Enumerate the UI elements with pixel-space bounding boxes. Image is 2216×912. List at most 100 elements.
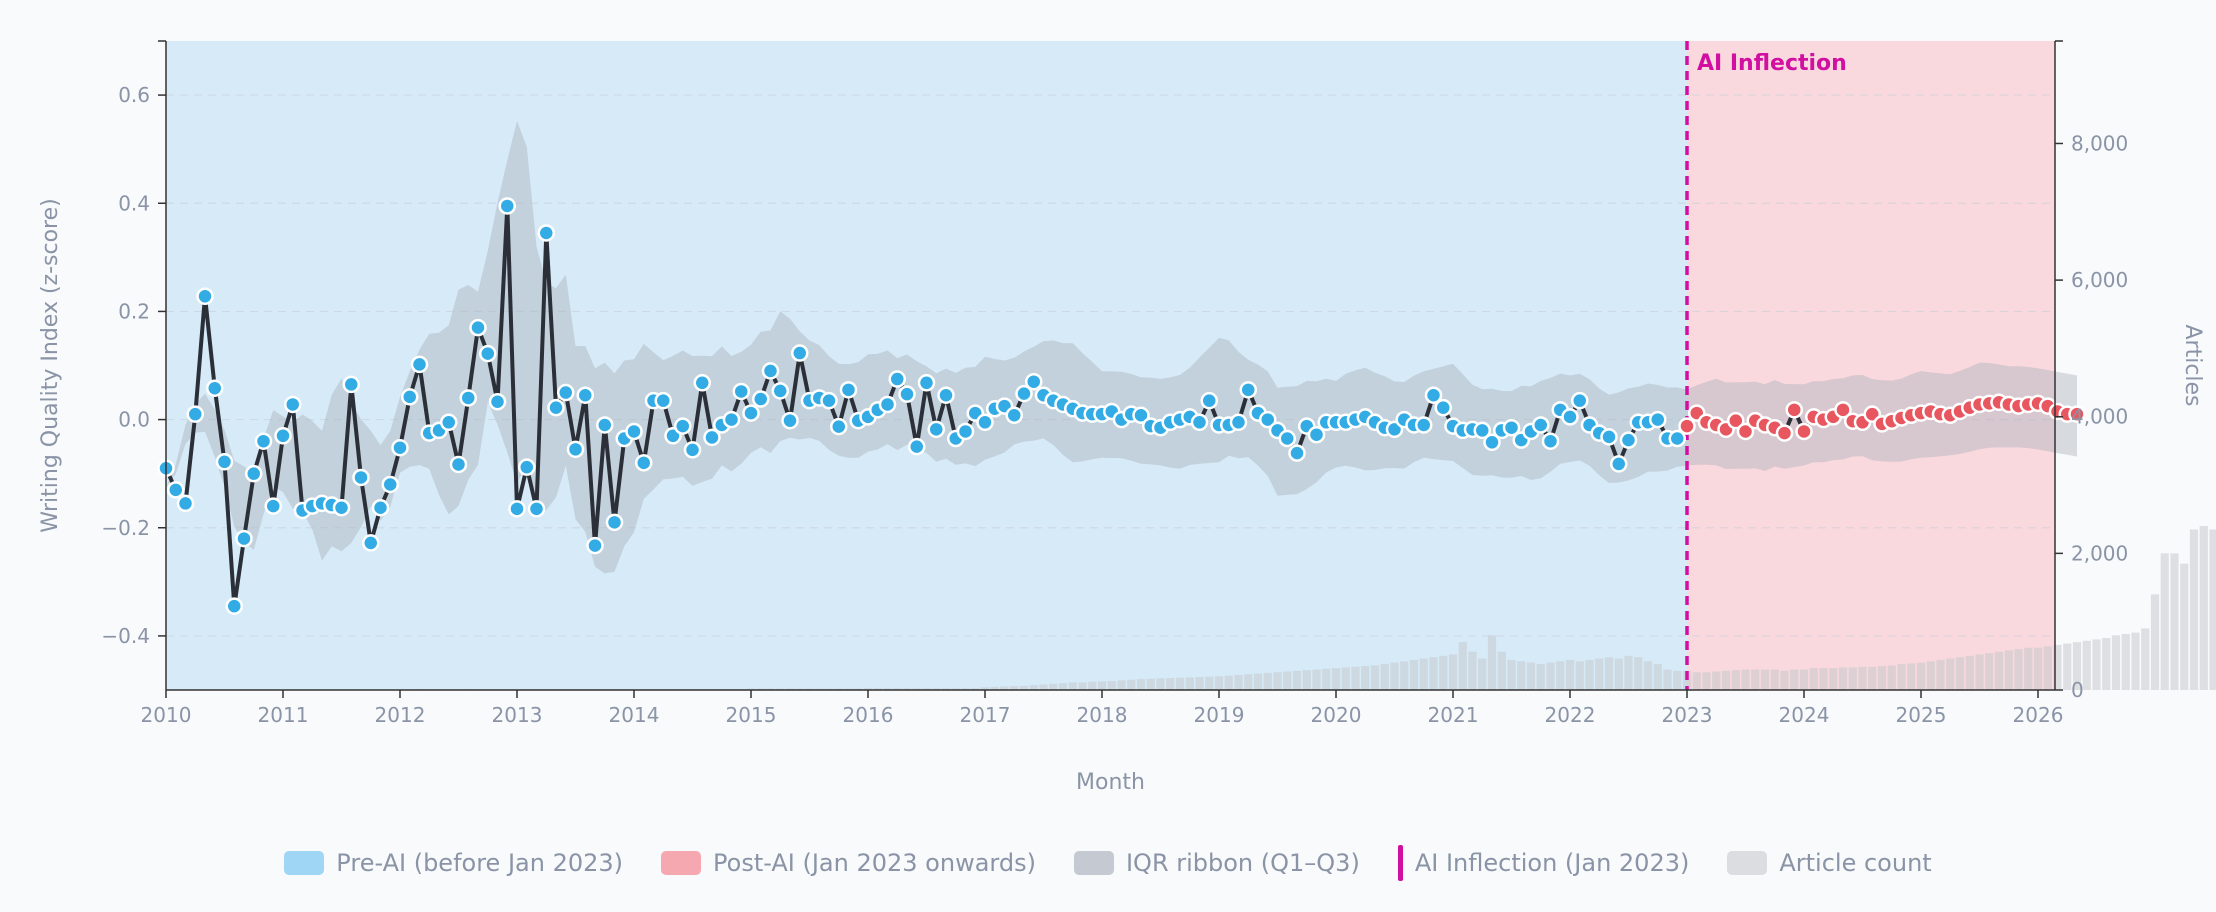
article-count-bar	[2092, 639, 2101, 690]
legend-item[interactable]: AI Inflection (Jan 2023)	[1397, 845, 1689, 881]
pre-ai-point	[566, 440, 585, 459]
article-count-bar	[1790, 669, 1799, 690]
pre-ai-point	[1571, 391, 1589, 410]
article-count-bar	[1322, 668, 1331, 690]
legend-label: Article count	[1779, 849, 1932, 877]
pre-ai-point	[391, 438, 409, 457]
legend-label: Post-AI (Jan 2023 onwards)	[713, 849, 1036, 877]
pre-ai-point	[176, 494, 195, 513]
pre-ai-point	[693, 374, 711, 392]
pre-ai-point	[352, 468, 370, 487]
legend-swatch	[1727, 851, 1768, 875]
pre-ai-point	[976, 413, 994, 432]
x-tick-label: 2021	[1428, 703, 1479, 727]
x-tick-label: 2016	[843, 703, 894, 727]
post-ai-point	[1775, 424, 1794, 442]
pre-ai-point	[449, 455, 468, 474]
article-count-bar	[863, 688, 873, 690]
post-ai-point	[2068, 405, 2086, 423]
article-count-bar	[1838, 667, 1848, 690]
article-count-bar	[971, 688, 980, 690]
x-tick-label: 2011	[258, 703, 309, 727]
pre-ai-point	[264, 497, 282, 515]
pre-ai-point	[225, 597, 243, 615]
article-count-bar	[1673, 670, 1682, 690]
x-tick-label: 2010	[141, 703, 192, 727]
article-count-bar	[873, 688, 882, 690]
article-count-bar	[1770, 669, 1779, 690]
y-tick-label: 0.4	[118, 191, 150, 215]
article-count-bar	[2063, 643, 2072, 690]
pre-ai-point	[401, 388, 419, 406]
pre-ai-point	[703, 428, 721, 447]
pre-ai-point	[479, 344, 497, 363]
article-count-bar	[1448, 654, 1458, 690]
article-count-bar	[1409, 659, 1419, 690]
y-tick-label: 0.6	[118, 83, 150, 107]
article-count-bar	[2053, 644, 2062, 690]
article-count-bar	[1780, 670, 1789, 690]
legend-item[interactable]: IQR ribbon (Q1–Q3)	[1073, 845, 1360, 881]
pre-ai-point	[830, 417, 848, 436]
article-count-bar	[1653, 664, 1662, 690]
article-count-bar	[2043, 646, 2052, 690]
article-count-bar	[2150, 594, 2160, 690]
article-count-bar	[1058, 683, 1068, 690]
legend-item[interactable]: Pre-AI (before Jan 2023)	[284, 845, 623, 881]
x-tick-label: 2015	[726, 703, 777, 727]
pre-ai-point	[752, 390, 770, 408]
x-tick-label: 2022	[1545, 703, 1596, 727]
pre-ai-point	[878, 395, 897, 414]
pre-ai-point	[1668, 429, 1686, 448]
article-count-bar	[883, 688, 892, 690]
article-count-bar	[1068, 682, 1077, 690]
pre-ai-point	[1288, 444, 1306, 462]
article-count-bar	[1868, 666, 1877, 690]
pre-ai-point	[235, 529, 253, 548]
pre-ai-point	[781, 411, 799, 430]
article-count-bar	[1799, 669, 1809, 690]
pre-ai-point	[1483, 433, 1501, 452]
pre-ai-point	[410, 355, 429, 374]
pre-ai-region	[166, 41, 1687, 690]
article-count-bar	[1897, 664, 1906, 690]
article-count-bar	[1331, 668, 1341, 690]
article-count-bar	[1351, 666, 1360, 690]
pre-ai-point	[1239, 381, 1257, 399]
article-count-bar	[1253, 673, 1263, 690]
article-count-bar	[1302, 670, 1311, 690]
pre-ai-point	[839, 381, 858, 399]
pre-ai-point	[1649, 410, 1667, 429]
article-count-bar	[1283, 671, 1292, 690]
pre-ai-point	[654, 391, 672, 410]
pre-ai-point	[732, 382, 750, 401]
article-count-bar	[2082, 640, 2091, 690]
legend-item[interactable]: Post-AI (Jan 2023 onwards)	[661, 845, 1036, 881]
legend-label: Pre-AI (before Jan 2023)	[336, 849, 624, 877]
article-count-bar	[1478, 658, 1487, 690]
pre-ai-point	[635, 454, 653, 472]
article-count-bar	[2102, 638, 2111, 690]
x-tick-label: 2025	[1896, 703, 1947, 727]
article-count-bar	[1390, 662, 1399, 690]
article-count-bar	[2160, 553, 2169, 690]
article-count-bar	[1985, 653, 1994, 690]
article-count-bar	[1088, 681, 1097, 690]
article-count-bar	[951, 688, 960, 690]
y-tick-label: −0.4	[101, 624, 150, 648]
legend-item[interactable]: Article count	[1727, 845, 1932, 881]
article-count-bar	[941, 688, 951, 690]
article-count-bar	[1507, 659, 1516, 690]
pre-ai-point	[186, 405, 204, 423]
post-ai-point	[1678, 417, 1696, 435]
pre-ai-point	[1259, 410, 1277, 429]
y2-tick-label: 8,000	[2071, 131, 2128, 155]
pre-ai-point	[674, 417, 692, 435]
pre-ai-point	[1005, 406, 1023, 425]
article-count-bar	[1663, 669, 1672, 690]
article-count-bar	[1292, 670, 1302, 690]
pre-ai-point	[1229, 413, 1248, 432]
article-count-bar	[1429, 657, 1438, 690]
pre-ai-point	[1434, 398, 1452, 417]
article-count-bar	[1078, 682, 1087, 690]
